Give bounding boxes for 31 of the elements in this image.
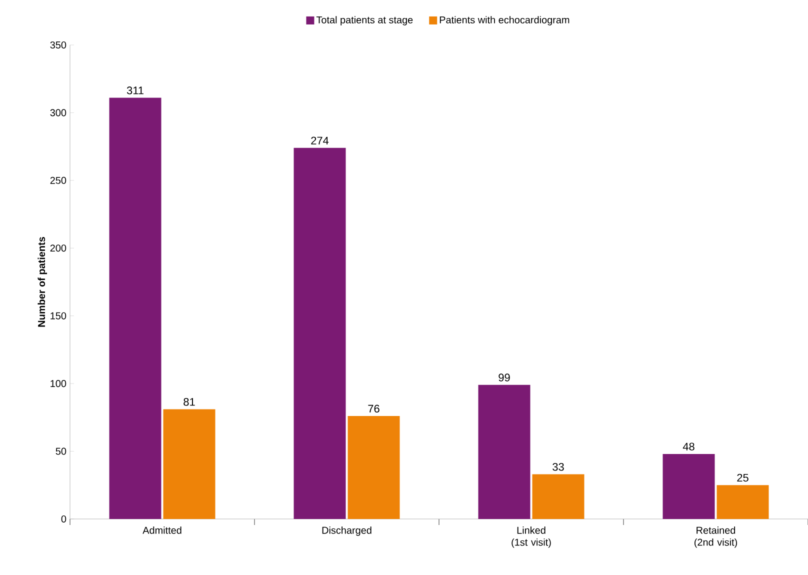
data-label: 76 (368, 404, 380, 413)
data-label: 311 (126, 86, 144, 94)
data-label: 33 (552, 463, 564, 471)
y-tick-label: 50 (56, 448, 66, 455)
x-tick-label: Admitted (142, 526, 182, 534)
bar (163, 409, 216, 519)
y-tick-label: 300 (50, 109, 66, 116)
x-tick-label: Discharged (322, 526, 372, 536)
y-tick-label: 200 (50, 244, 66, 252)
data-label: 274 (311, 136, 329, 144)
data-label: 99 (498, 374, 510, 382)
bar (662, 454, 715, 519)
data-label: 81 (184, 398, 195, 406)
data-label: 25 (737, 474, 748, 482)
y-tick-label: 100 (50, 380, 66, 388)
bar (348, 416, 400, 519)
bar (109, 98, 162, 519)
legend-label: Patients with echocardiogram (440, 16, 570, 26)
y-tick-label: 0 (61, 515, 66, 523)
y-axis-title: Number of patients (38, 237, 48, 327)
legend-label: Total patients at stage (316, 16, 413, 26)
x-tick-label: Linked (1st visit) (512, 526, 551, 548)
y-tick-label: 250 (50, 176, 66, 184)
y-tick-label: 150 (50, 312, 66, 320)
bar (478, 384, 530, 519)
y-tick-label: 350 (50, 41, 66, 49)
bar (716, 485, 769, 519)
data-label: 48 (682, 442, 694, 450)
bar (294, 148, 346, 519)
bar (532, 474, 584, 519)
x-tick-label: Retained (2nd visit) (694, 526, 737, 548)
